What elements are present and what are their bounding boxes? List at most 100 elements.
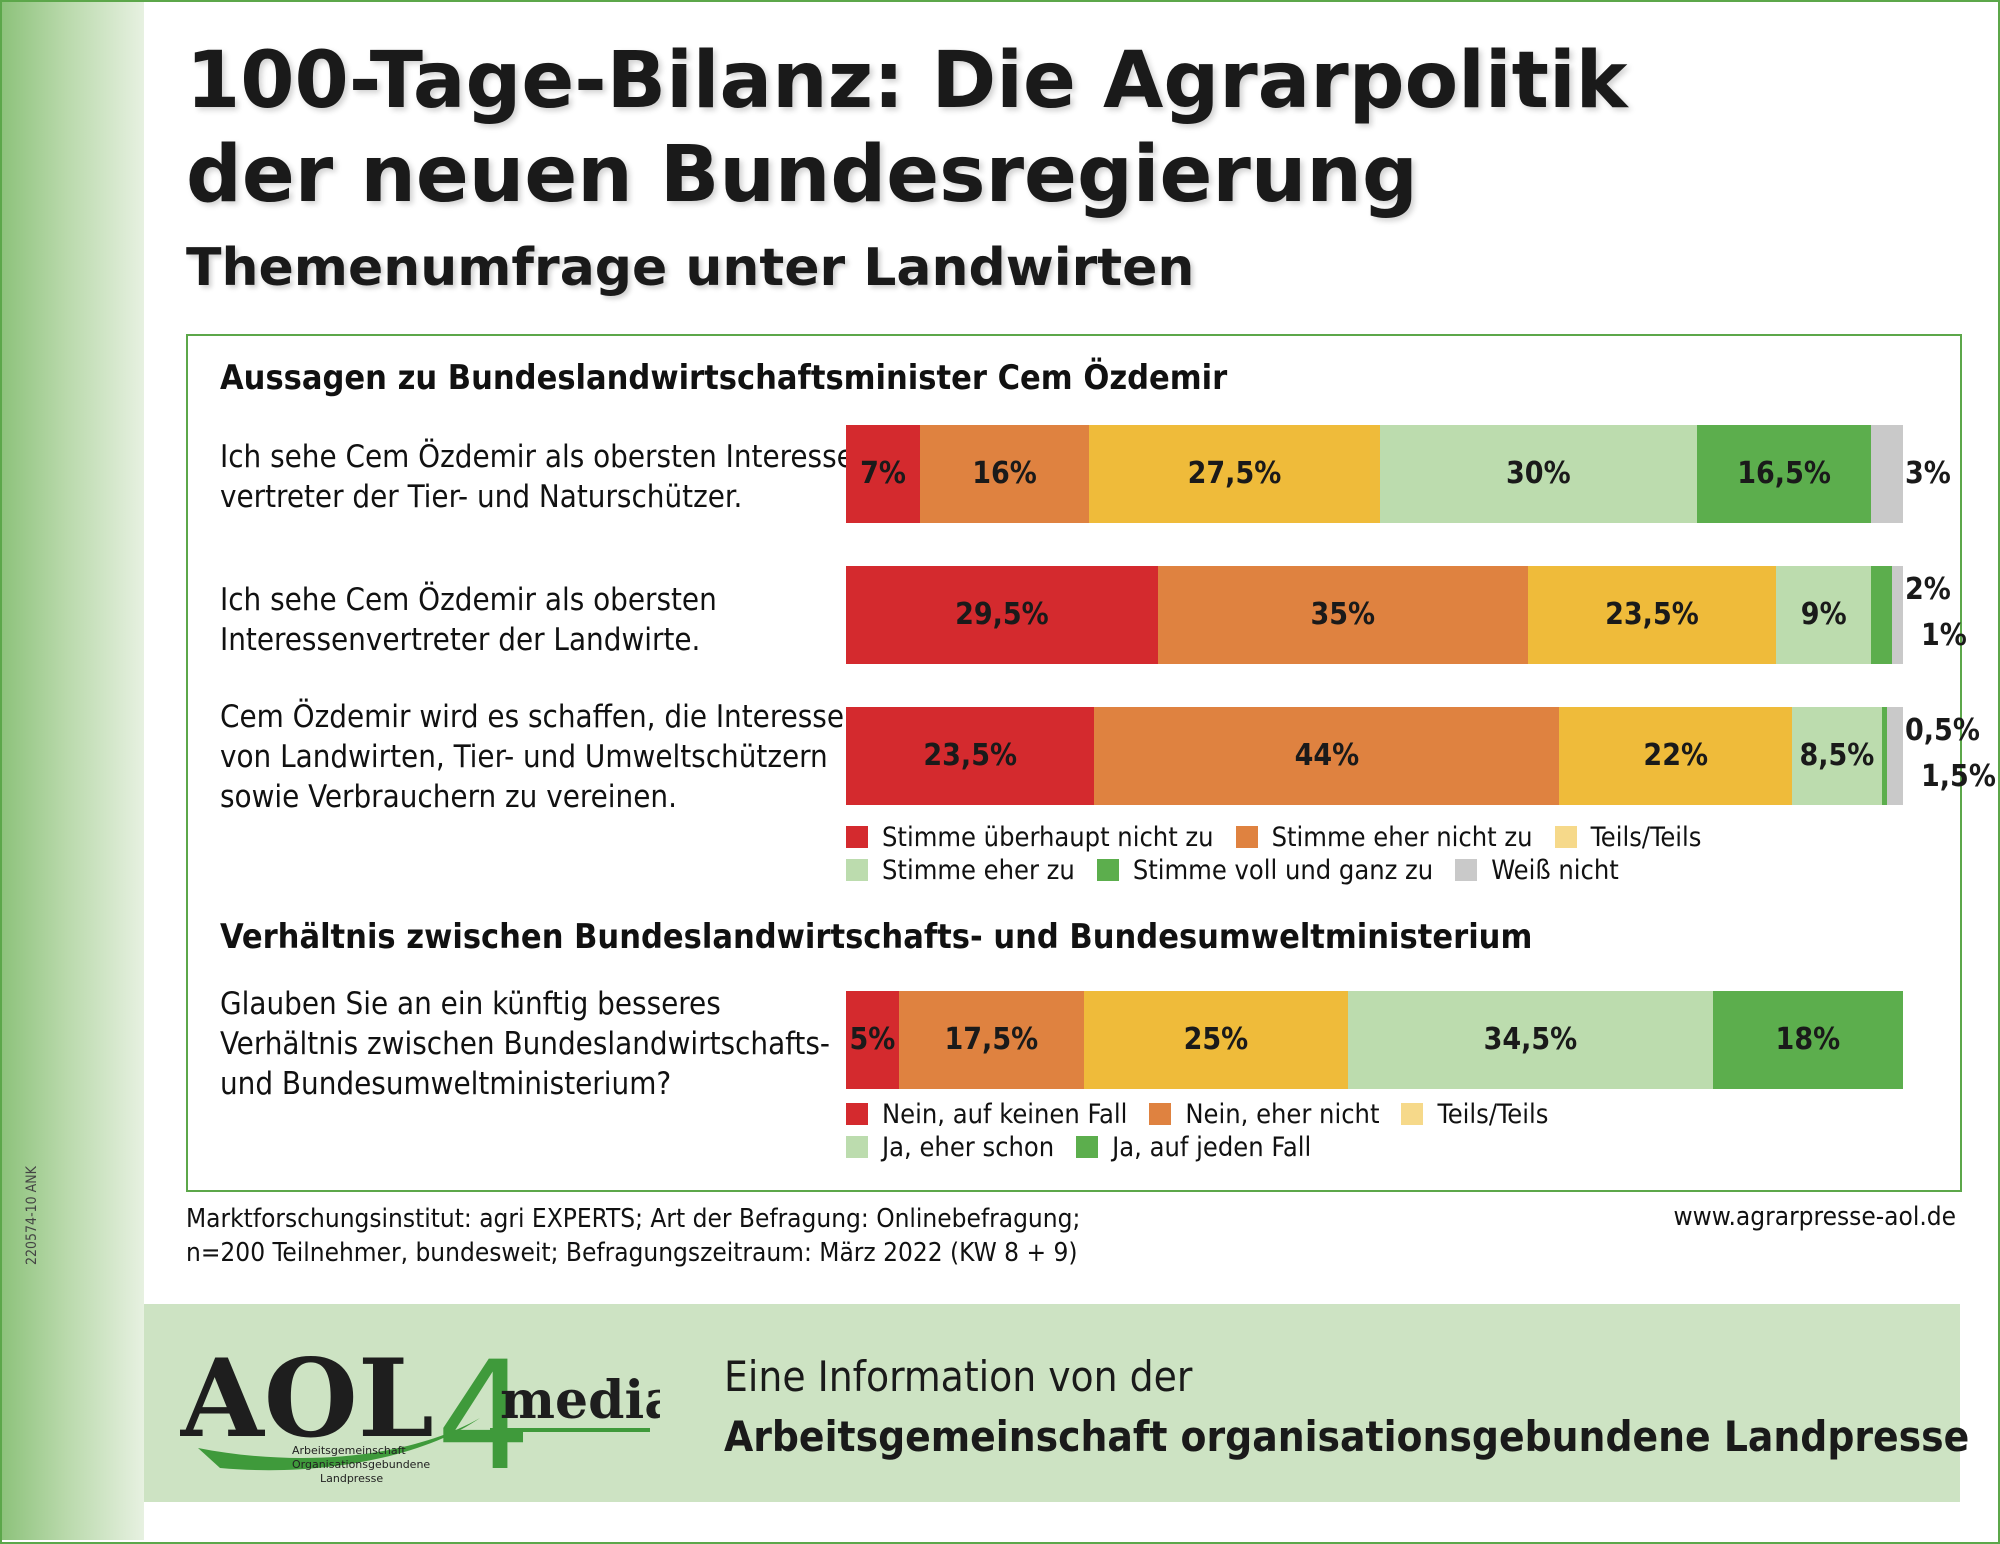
section-title-1: Aussagen zu Bundeslandwirtschaftsministe… [220,358,1228,398]
logo-digit: 4 [436,1330,531,1488]
legend-row: Nein, auf keinen Fall Nein, eher nicht Tei… [846,1099,1570,1130]
bar-segment [1083,991,1349,1089]
logo-main: AOL [180,1336,434,1462]
footer-band [144,1304,1960,1502]
bar-segment [1871,425,1903,523]
bar-question-1: 7% 16% 27,5% 30% 16,5% 3% [846,425,1951,523]
bar-segment [1379,425,1697,523]
bar-segment [1871,566,1893,664]
legend-item: Ja, auf jeden Fall [1076,1132,1311,1163]
question-2: Ich sehe Cem Özdemir als obersten Intere… [220,582,717,658]
bar-segment [1881,707,1888,805]
bar-segment [919,425,1090,523]
source-note: Marktforschungsinstitut: agri EXPERTS; A… [186,1202,1080,1270]
bar-segment [846,566,1158,664]
legend-label: Teils/Teils [1590,822,1702,853]
data-label: 44% [1294,738,1360,773]
legend-item: Stimme eher zu [846,855,1075,886]
data-label: 34,5% [1483,1022,1578,1057]
legend-row: Stimme überhaupt nicht zu Stimme eher nic… [846,822,1723,853]
bar-segment [1696,425,1872,523]
legend-item: Stimme voll und ganz zu [1096,855,1434,886]
section-title-2: Verhältnis zwischen Bundeslandwirtschaft… [220,917,1533,957]
website-link[interactable]: www.agrarpresse-aol.de [1673,1202,1957,1232]
page-subtitle: Themenumfrage unter Landwirten [186,238,1195,298]
bar-question-4: 5% 17,5% 25% 34,5% 18% [846,991,1903,1089]
bar-segment [1527,566,1777,664]
data-label: 5% [849,1022,896,1057]
bar-segment [846,707,1095,805]
bar-question-2: 29,5% 35% 23,5% 9% 2% 1% [846,566,1967,664]
bar-segment [1776,566,1872,664]
data-label: 22% [1643,738,1709,773]
bar-segment [846,425,920,523]
logo-word: media [500,1370,660,1431]
aol4media-logo: AOL 4 media Arbeitsgemeinschaft Organisa… [180,1330,660,1488]
legend-label: Stimme eher nicht zu [1271,822,1533,853]
title-line-1: 100-Tage-Bilanz: Die Agrarpolitik [186,36,1628,126]
footer-line-2: Arbeitsgemeinschaft organisationsgebunde… [724,1412,1970,1461]
logo-tag-1: Arbeitsgemeinschaft [292,1444,406,1457]
legend-item: Weiß nicht [1455,855,1619,886]
legend-swatch [846,1136,868,1158]
legend-item: Stimme überhaupt nicht zu [846,822,1214,853]
legend-label: Stimme voll und ganz zu [1132,855,1434,886]
legend-label: Stimme überhaupt nicht zu [882,822,1214,853]
bar-question-3: 23,5% 44% 22% 8,5% 0,5% 1,5% [846,707,1996,805]
side-code: 220574-10 ANK [24,1166,40,1265]
data-label: 17,5% [944,1022,1039,1057]
legend-item: Teils/Teils [1401,1099,1548,1130]
legend-swatch [846,1103,868,1125]
legend-row: Stimme eher zu Stimme voll und ganz zu Wei… [846,855,1641,886]
data-label: 29,5% [955,597,1049,632]
legend-swatch [1076,1136,1099,1158]
data-label: 23,5% [923,738,1018,773]
source-line-1: Marktforschungsinstitut: agri EXPERTS; A… [186,1204,1081,1234]
bar-segment [1792,707,1882,805]
legend-label: Ja, eher schon [882,1132,1055,1163]
legend-row: Ja, eher schon Ja, auf jeden Fall [846,1132,1333,1163]
bar-segment [1157,566,1528,664]
legend-swatch [1455,859,1478,881]
data-label: 3% [1905,456,1951,491]
legend-swatch [1235,826,1258,848]
legend-label: Teils/Teils [1437,1099,1549,1130]
data-label: 9% [1800,597,1847,632]
logo-swoosh [198,1418,480,1471]
legend-item: Nein, auf keinen Fall [846,1099,1127,1130]
data-label: 25% [1183,1022,1249,1057]
source-line-2: n=200 Teilnehmer, bundesweit; Befragungs… [186,1238,1078,1268]
legend-swatch [1149,1103,1172,1125]
data-label: 16% [972,456,1037,491]
legend-label: Stimme eher zu [882,855,1075,886]
legend-item: Ja, eher schon [846,1132,1054,1163]
data-label: 1% [1921,618,1967,653]
data-label: 23,5% [1605,597,1699,632]
legend-swatch [1096,859,1119,881]
bar-segment [1094,707,1560,805]
data-label: 2% [1905,572,1951,607]
legend-item: Nein, eher nicht [1149,1099,1379,1130]
question-1: Ich sehe Cem Özdemir als obersten Intere… [220,439,882,515]
question-3: Cem Özdemir wird es schaffen, die Intere… [220,699,862,815]
legend-label: Weiß nicht [1491,855,1619,886]
legend-swatch [846,859,868,881]
legend-item: Teils/Teils [1554,822,1702,853]
legend-swatch [846,826,868,848]
sidebar-gradient [2,2,144,1540]
bar-segment [1089,425,1380,523]
bar-segment [846,991,899,1089]
footer-line-1: Eine Information von der [724,1352,1193,1401]
title-line-2: der neuen Bundesregierung [186,130,1418,220]
legend-item: Stimme eher nicht zu [1235,822,1533,853]
data-label: 35% [1310,597,1376,632]
legend-label: Nein, auf keinen Fall [882,1099,1128,1130]
legend-label: Nein, eher nicht [1185,1099,1380,1130]
data-label: 30% [1506,456,1571,491]
bar-segment [1559,707,1792,805]
page-title: 100-Tage-Bilanz: Die Agrarpolitik der ne… [186,34,1628,222]
legend-swatch [1401,1103,1424,1125]
data-label: 18% [1775,1022,1841,1057]
data-label: 0,5% [1905,713,1980,748]
bar-segment [898,991,1084,1089]
